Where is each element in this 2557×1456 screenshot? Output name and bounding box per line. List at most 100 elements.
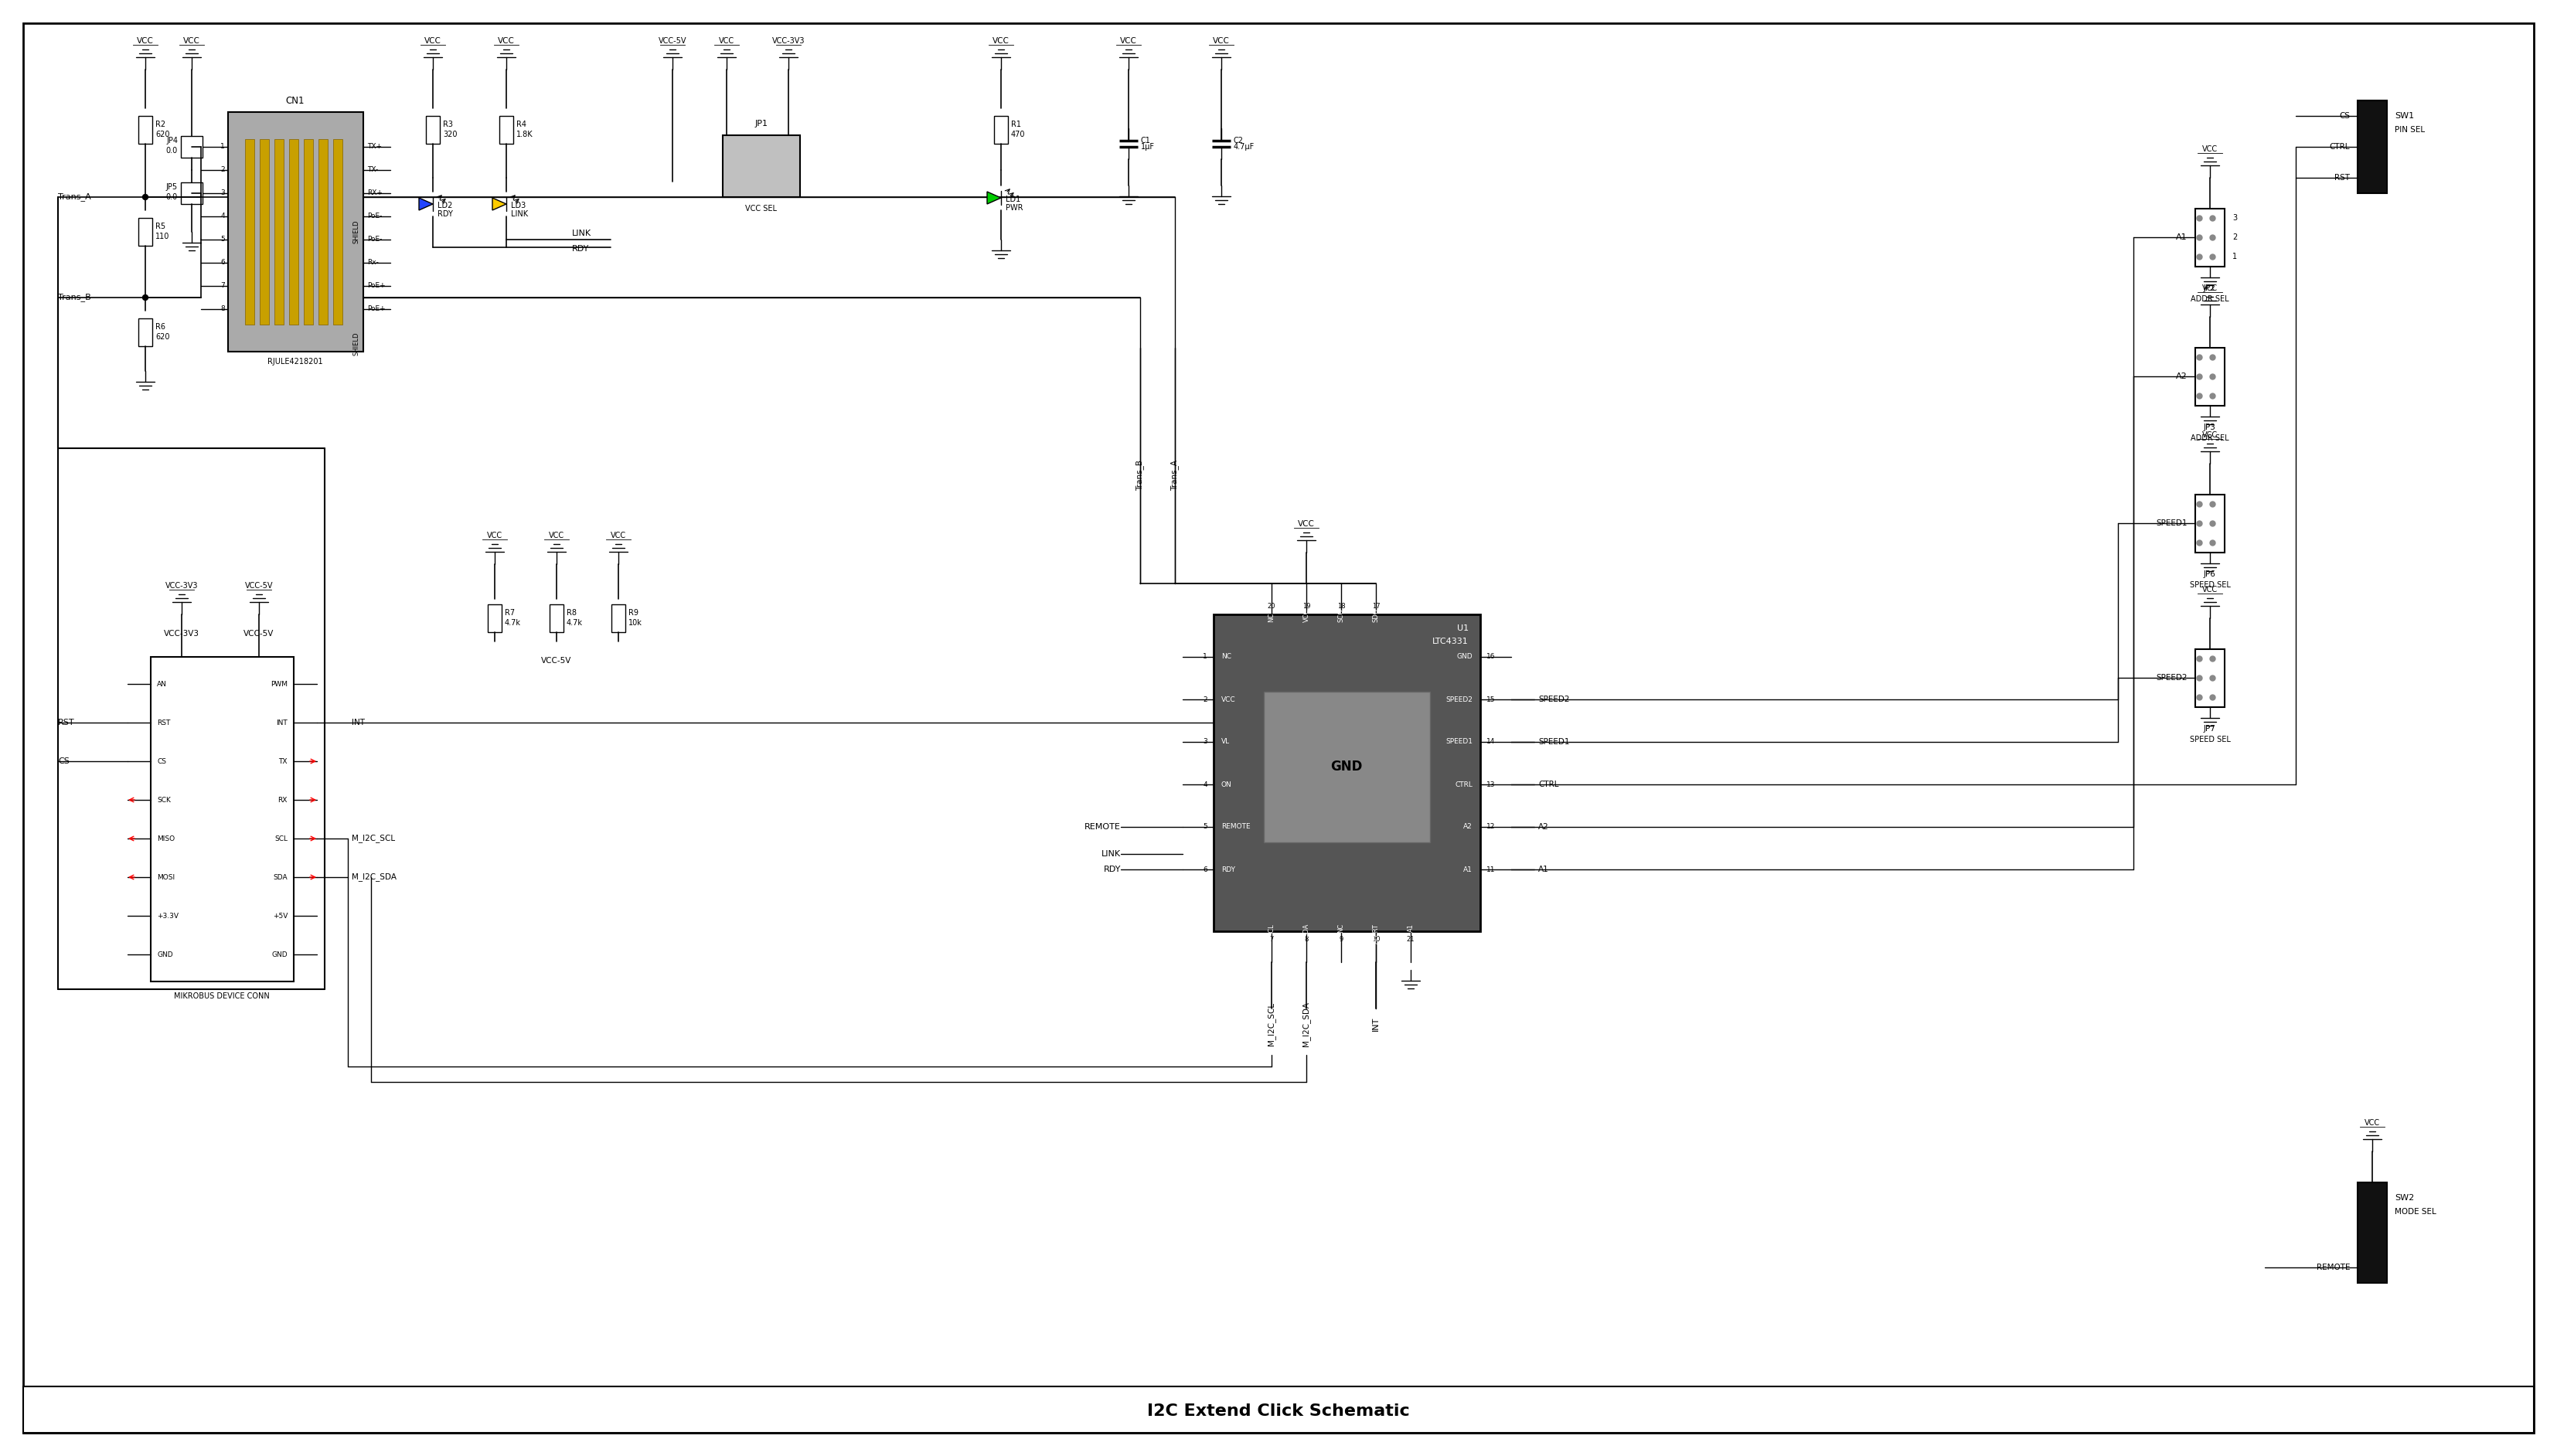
Text: RJULE4218201: RJULE4218201 xyxy=(268,358,322,365)
Text: 9: 9 xyxy=(1340,936,1342,943)
Text: A2: A2 xyxy=(2176,373,2189,380)
Bar xyxy=(2196,495,2225,553)
Text: NC: NC xyxy=(1268,613,1276,622)
Text: ON: ON xyxy=(1222,780,1232,788)
Text: RDY: RDY xyxy=(573,245,588,253)
Text: REMOTE: REMOTE xyxy=(1084,823,1120,831)
Text: 10: 10 xyxy=(1373,936,1381,943)
Text: CTRL: CTRL xyxy=(1539,780,1560,788)
Bar xyxy=(228,112,363,352)
Bar xyxy=(138,116,153,144)
Text: SPEED1: SPEED1 xyxy=(1445,738,1473,745)
Text: 16: 16 xyxy=(1486,654,1496,661)
Bar xyxy=(23,1386,2534,1433)
Bar xyxy=(2196,649,2225,708)
Text: MOSI: MOSI xyxy=(156,874,174,881)
Text: 12: 12 xyxy=(1486,824,1496,830)
Bar xyxy=(550,604,563,632)
Text: SCL: SCL xyxy=(274,836,286,842)
Text: 2: 2 xyxy=(220,166,225,173)
Text: R7: R7 xyxy=(504,609,514,617)
Text: SPEED1: SPEED1 xyxy=(1539,738,1570,745)
Text: CN1: CN1 xyxy=(286,96,304,106)
Text: VCC SEL: VCC SEL xyxy=(747,205,777,213)
Text: VCC-3V3: VCC-3V3 xyxy=(166,582,197,590)
Text: 14: 14 xyxy=(1486,738,1496,745)
Text: VCC: VCC xyxy=(2365,1120,2381,1127)
Bar xyxy=(182,182,202,204)
Text: M_I2C_SCL: M_I2C_SCL xyxy=(1268,1002,1276,1045)
Text: 470: 470 xyxy=(1010,131,1025,138)
Circle shape xyxy=(143,194,148,199)
Text: LD1: LD1 xyxy=(1005,195,1020,204)
Text: M_I2C_SDA: M_I2C_SDA xyxy=(1302,1002,1312,1047)
Text: REMOTE: REMOTE xyxy=(2317,1264,2350,1271)
Text: C2: C2 xyxy=(1232,137,1243,144)
Text: I2C Extend Click Schematic: I2C Extend Click Schematic xyxy=(1148,1404,1409,1420)
Text: VCC-3V3: VCC-3V3 xyxy=(164,630,199,638)
Text: SPEED SEL: SPEED SEL xyxy=(2189,735,2230,744)
Bar xyxy=(320,140,327,325)
Bar xyxy=(1263,692,1429,843)
Text: JP2: JP2 xyxy=(2204,284,2217,293)
Text: AN: AN xyxy=(156,680,166,687)
Bar xyxy=(488,604,501,632)
Text: 4: 4 xyxy=(220,213,225,220)
Text: RX: RX xyxy=(279,796,286,804)
Bar xyxy=(138,218,153,246)
Text: SPEED SEL: SPEED SEL xyxy=(2189,581,2230,588)
Text: VCC: VCC xyxy=(611,531,626,539)
Text: 0.0: 0.0 xyxy=(166,147,179,154)
Text: SCO: SCO xyxy=(1337,609,1345,622)
Text: PWM: PWM xyxy=(271,680,286,687)
Text: MISO: MISO xyxy=(156,836,174,842)
Text: LD3: LD3 xyxy=(511,202,527,210)
Text: SDO: SDO xyxy=(1373,609,1378,622)
Text: TX: TX xyxy=(279,757,286,764)
Text: LINK: LINK xyxy=(573,230,591,237)
Text: 6: 6 xyxy=(220,259,225,266)
Bar xyxy=(2196,348,2225,406)
Text: SDA: SDA xyxy=(274,874,286,881)
Text: R6: R6 xyxy=(156,323,166,331)
Bar xyxy=(2196,208,2225,266)
Text: VCC-5V: VCC-5V xyxy=(657,36,688,45)
Text: VCC: VCC xyxy=(2202,146,2217,153)
Text: 20: 20 xyxy=(1268,603,1276,610)
Text: CS: CS xyxy=(156,757,166,764)
Text: CTRL: CTRL xyxy=(1455,780,1473,788)
Text: 3: 3 xyxy=(2232,214,2237,221)
Text: JP1: JP1 xyxy=(754,119,767,128)
Text: VCC: VCC xyxy=(1120,36,1138,45)
Text: VCC: VCC xyxy=(992,36,1010,45)
Text: VCC: VCC xyxy=(1304,609,1309,622)
Text: RDY: RDY xyxy=(1222,866,1235,874)
Text: VCC: VCC xyxy=(550,531,565,539)
Text: U1: U1 xyxy=(1457,625,1468,632)
Text: Trans_A: Trans_A xyxy=(59,192,92,201)
Text: SPEED2: SPEED2 xyxy=(1445,696,1473,703)
Text: GND: GND xyxy=(271,951,286,958)
Text: VCC: VCC xyxy=(486,531,504,539)
Text: ADDR SEL: ADDR SEL xyxy=(2191,296,2230,303)
Text: A1: A1 xyxy=(1406,923,1414,932)
Text: VCC: VCC xyxy=(2202,585,2217,594)
Text: A1: A1 xyxy=(1539,865,1550,874)
Bar xyxy=(995,116,1007,144)
Text: VCC-5V: VCC-5V xyxy=(245,582,274,590)
Text: LINK: LINK xyxy=(511,210,529,218)
Text: VCC-5V: VCC-5V xyxy=(542,657,573,664)
Text: Trans_A: Trans_A xyxy=(1171,460,1179,491)
Text: 4.7k: 4.7k xyxy=(568,619,583,626)
Text: ADDR SEL: ADDR SEL xyxy=(2191,434,2230,443)
Text: VCC: VCC xyxy=(1212,36,1230,45)
Text: 4: 4 xyxy=(1202,780,1207,788)
Bar xyxy=(138,319,153,347)
Text: INT: INT xyxy=(1373,1016,1381,1031)
Text: SPEED1: SPEED1 xyxy=(2156,520,2189,527)
Text: 21: 21 xyxy=(1406,936,1414,943)
Text: 4.7μF: 4.7μF xyxy=(1232,143,1255,151)
Text: JP7: JP7 xyxy=(2204,725,2217,732)
Text: VCC: VCC xyxy=(719,36,734,45)
Bar xyxy=(182,135,202,157)
